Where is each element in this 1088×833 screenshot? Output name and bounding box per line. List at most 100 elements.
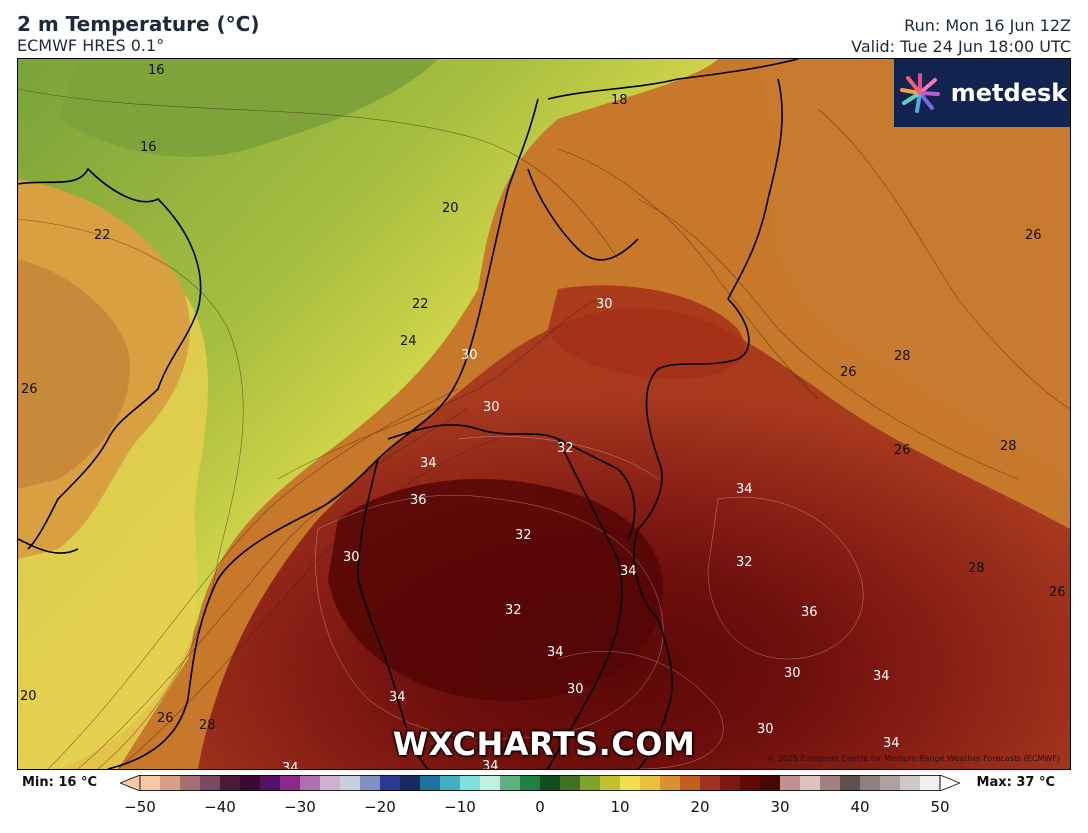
map-label: 36	[410, 493, 427, 508]
header-left: 2 m Temperature (°C) ECMWF HRES 0.1°	[17, 12, 259, 56]
colorbar-swatch	[500, 775, 521, 791]
colorbar-tick-label: −20	[364, 798, 396, 816]
colorbar-swatch	[180, 775, 201, 791]
map-label: 36	[801, 605, 818, 620]
valid-time: Valid: Tue 24 Jun 18:00 UTC	[851, 37, 1071, 56]
cool-zone	[58, 59, 438, 158]
colorbar-swatch	[760, 775, 781, 791]
colorbar-swatch	[580, 775, 601, 791]
colorbar-swatch	[300, 775, 321, 791]
max-temp-label: Max: 37 °C	[976, 775, 1055, 790]
colorbar-scale	[120, 775, 960, 791]
map-label: 24	[400, 334, 417, 349]
colorbar-swatch	[340, 775, 361, 791]
colorbar: Min: 16 °C Max: 37 °C −50 −40 −30 −20 −10 0 10…	[0, 770, 1088, 833]
metdesk-logo-text: metdesk	[950, 79, 1068, 107]
colorbar-swatch	[140, 775, 161, 791]
colorbar-tick-label: 20	[690, 798, 710, 816]
metdesk-logo: metdesk	[894, 59, 1070, 127]
colorbar-tick-label: 30	[770, 798, 790, 816]
colorbar-swatch	[600, 775, 621, 791]
colorbar-tick-label: 10	[610, 798, 630, 816]
colorbar-swatch	[520, 775, 541, 791]
colorbar-swatch	[220, 775, 241, 791]
heat-max	[328, 479, 664, 701]
map-label: 34	[389, 690, 406, 705]
map-canvas: 16 16 18 20 22 22 24 26 30 30 30 32 34 3…	[18, 59, 1070, 769]
colorbar-swatch	[680, 775, 701, 791]
map-label: 30	[483, 400, 500, 415]
map-label: 34	[883, 736, 900, 751]
colorbar-swatch	[820, 775, 841, 791]
colorbar-swatch	[780, 775, 801, 791]
colorbar-tick-label: −30	[284, 798, 316, 816]
colorbar-tick-label: 40	[850, 798, 870, 816]
map-label: 30	[567, 682, 584, 697]
wxcharts-watermark: WXCHARTS.COM	[392, 725, 696, 763]
map-label: 30	[757, 722, 774, 737]
map-label: 34	[620, 564, 637, 579]
map-label: 32	[736, 555, 753, 570]
colorbar-min-arrow	[120, 775, 141, 791]
map-label: 26	[157, 711, 174, 726]
colorbar-swatch	[420, 775, 441, 791]
colorbar-tick-label: −10	[444, 798, 476, 816]
colorbar-swatch	[720, 775, 741, 791]
colorbar-swatch	[380, 775, 401, 791]
map-label: 34	[420, 456, 437, 471]
colorbar-swatch	[400, 775, 421, 791]
map-label: 30	[461, 348, 478, 363]
map-label: 20	[442, 201, 459, 216]
map-label: 34	[482, 759, 499, 769]
map-label: 22	[412, 297, 429, 312]
colorbar-swatch	[920, 775, 941, 791]
colorbar-tick-label: −50	[124, 798, 156, 816]
map-label: 34	[547, 645, 564, 660]
min-temp-label: Min: 16 °C	[22, 775, 98, 790]
colorbar-swatch	[840, 775, 861, 791]
colorbar-ticks: −50 −40 −30 −20 −10 0 10 20 30 40 50	[0, 798, 1088, 820]
colorbar-swatch	[260, 775, 281, 791]
contour-labels: 16 16 18 20 22 22 24 26 30 30 30 32 34 3…	[20, 63, 1066, 769]
colorbar-swatch	[860, 775, 881, 791]
map-label: 26	[21, 382, 38, 397]
map-label: 32	[515, 528, 532, 543]
colorbar-frame	[139, 775, 941, 791]
colorbar-swatch	[740, 775, 761, 791]
colorbar-tick-label: −40	[204, 798, 236, 816]
colorbar-swatch	[360, 775, 381, 791]
colorbar-tick-label: 50	[930, 798, 950, 816]
map-label: 34	[282, 761, 299, 769]
metdesk-flower-icon	[899, 73, 940, 113]
colorbar-swatch	[200, 775, 221, 791]
map-label: 30	[596, 297, 613, 312]
chart-title: 2 m Temperature (°C)	[17, 12, 260, 36]
map-label: 18	[611, 93, 628, 108]
colorbar-swatch	[480, 775, 501, 791]
map-label: 34	[736, 482, 753, 497]
colorbar-swatch	[620, 775, 641, 791]
map-label: 26	[894, 443, 911, 458]
colorbar-swatch	[800, 775, 821, 791]
map-label: 30	[343, 550, 360, 565]
map-label: 28	[894, 349, 911, 364]
map-label: 28	[199, 718, 216, 733]
run-time: Run: Mon 16 Jun 12Z	[904, 16, 1071, 35]
colorbar-swatch	[880, 775, 901, 791]
colorbar-swatch	[240, 775, 261, 791]
colorbar-swatch	[700, 775, 721, 791]
colorbar-swatch	[640, 775, 661, 791]
map-label: 26	[1025, 228, 1042, 243]
map-label: 16	[140, 140, 157, 155]
colorbar-swatch	[660, 775, 681, 791]
map-label: 16	[148, 63, 165, 78]
coastlines	[18, 59, 799, 769]
map-label: 30	[784, 666, 801, 681]
hot-contours	[315, 436, 864, 769]
colorbar-swatch	[560, 775, 581, 791]
colorbar-swatch	[280, 775, 301, 791]
model-subtitle: ECMWF HRES 0.1°	[17, 36, 165, 55]
colorbar-max-arrow	[939, 775, 960, 791]
map-label: 32	[557, 441, 574, 456]
copyright-notice: © 2025 European Centre for Medium-Range …	[767, 754, 1060, 763]
